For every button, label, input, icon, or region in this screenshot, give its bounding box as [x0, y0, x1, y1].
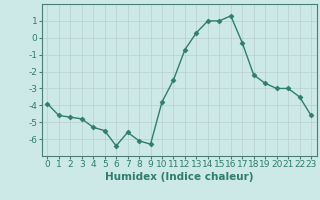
X-axis label: Humidex (Indice chaleur): Humidex (Indice chaleur) [105, 172, 253, 182]
